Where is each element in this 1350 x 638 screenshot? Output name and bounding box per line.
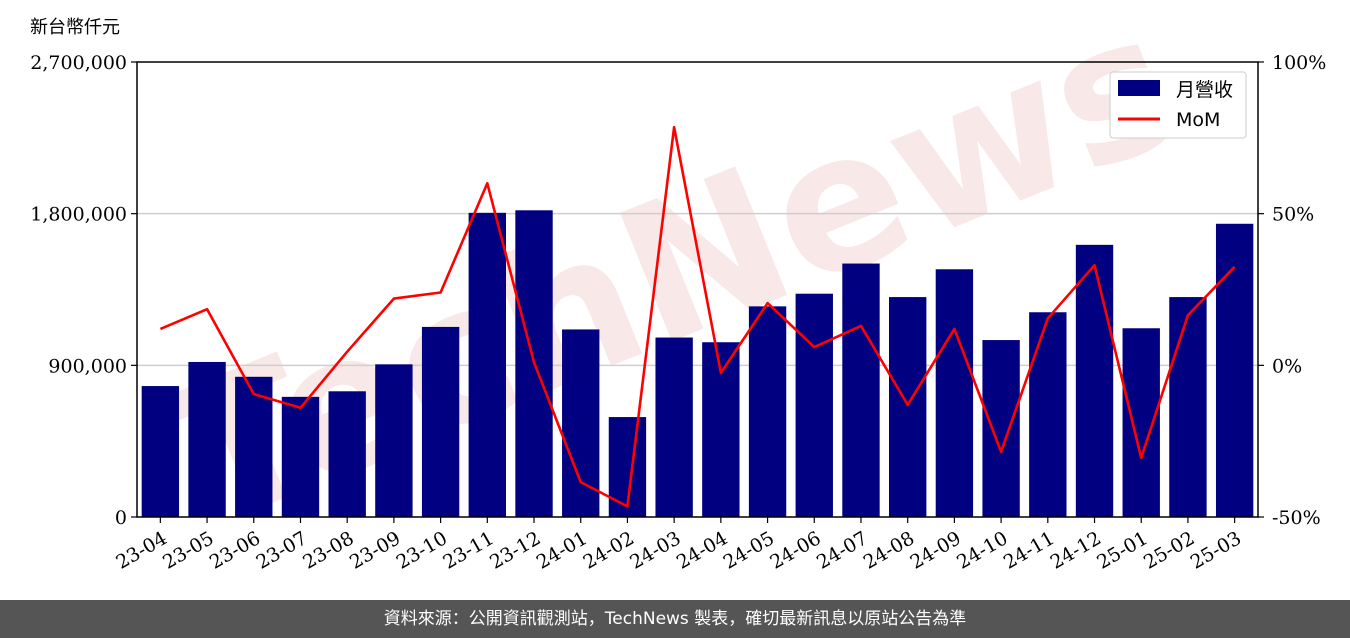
x-tick-label: 24-02 [579, 527, 637, 573]
bar-24-01 [562, 329, 600, 517]
bar-24-08 [889, 297, 927, 517]
source-footer: 資料來源：公開資訊觀測站，TechNews 製表，確切最新訊息以原站公告為準 [0, 600, 1350, 638]
mom-line [159, 125, 1236, 508]
x-tick-label: 24-10 [953, 527, 1011, 573]
left-tick-label: 2,700,000 [30, 52, 127, 74]
right-tick-label: -50% [1272, 507, 1321, 529]
x-tick-label: 25-02 [1140, 527, 1198, 573]
x-tick-label: 23-09 [346, 527, 404, 573]
bar-23-11 [468, 212, 506, 517]
plot-frame [136, 61, 1259, 518]
bar-23-10 [421, 326, 460, 517]
bar-24-10 [982, 340, 1020, 517]
bar-23-06 [235, 376, 273, 517]
right-tick-label: 100% [1272, 52, 1326, 74]
chart-area: TechNews 0 900,000 1,800,000 2,700,000 -50% 0… [30, 0, 1326, 574]
bar-23-05 [188, 361, 226, 517]
bar-25-01 [1122, 328, 1160, 517]
bar-23-07 [281, 396, 320, 517]
mom-line-series [159, 125, 1236, 508]
x-tick-label: 23-12 [486, 527, 544, 573]
x-tick-label: 24-03 [626, 527, 684, 573]
left-tick-label: 1,800,000 [30, 204, 127, 226]
x-tick-label: 25-01 [1093, 527, 1151, 573]
x-tick-label: 23-05 [159, 527, 217, 573]
x-tick-label: 23-11 [439, 527, 497, 573]
x-tick-label: 24-06 [766, 527, 824, 573]
y-axis-unit-label: 新台幣仟元 [30, 17, 120, 38]
x-tick-label: 24-08 [860, 527, 918, 573]
x-tick-label: 25-03 [1187, 527, 1245, 573]
bar-25-02 [1169, 297, 1207, 517]
left-tick-label: 900,000 [48, 355, 127, 377]
legend-bar-swatch [1118, 80, 1160, 96]
x-tick-label: 24-12 [1047, 527, 1105, 573]
x-tick-label: 24-09 [906, 527, 964, 573]
legend: 月營收 MoM [1109, 71, 1247, 139]
bar-25-03 [1215, 223, 1254, 517]
grid-lines [137, 212, 1258, 367]
right-tick-label: 0% [1272, 355, 1302, 377]
bar-23-08 [328, 391, 366, 517]
x-tick-label: 24-07 [813, 527, 871, 573]
legend-label-revenue: 月營收 [1176, 79, 1233, 101]
revenue-mom-chart: TechNews 0900,0001,800,0002,700,000-50%0… [30, 0, 1326, 574]
x-tick-label: 24-04 [673, 527, 731, 573]
bar-24-05 [748, 306, 787, 517]
bar-24-03 [655, 337, 693, 517]
left-tick-label: 0 [115, 507, 127, 529]
bar-24-07 [842, 263, 880, 517]
bar-23-09 [375, 364, 413, 517]
bar-24-06 [795, 293, 833, 517]
bar-series [141, 210, 1254, 517]
x-tick-label: 23-10 [393, 527, 451, 573]
right-tick-label: 50% [1272, 204, 1314, 226]
bar-24-11 [1029, 312, 1067, 517]
bar-24-12 [1075, 244, 1114, 517]
x-tick-label: 24-01 [533, 527, 591, 573]
bar-24-09 [935, 269, 974, 517]
x-tick-label: 24-11 [1000, 527, 1058, 573]
legend-label-mom: MoM [1176, 109, 1220, 131]
bar-23-04 [141, 386, 180, 517]
x-tick-label: 24-05 [720, 527, 778, 573]
x-tick-label: 23-04 [112, 527, 170, 573]
